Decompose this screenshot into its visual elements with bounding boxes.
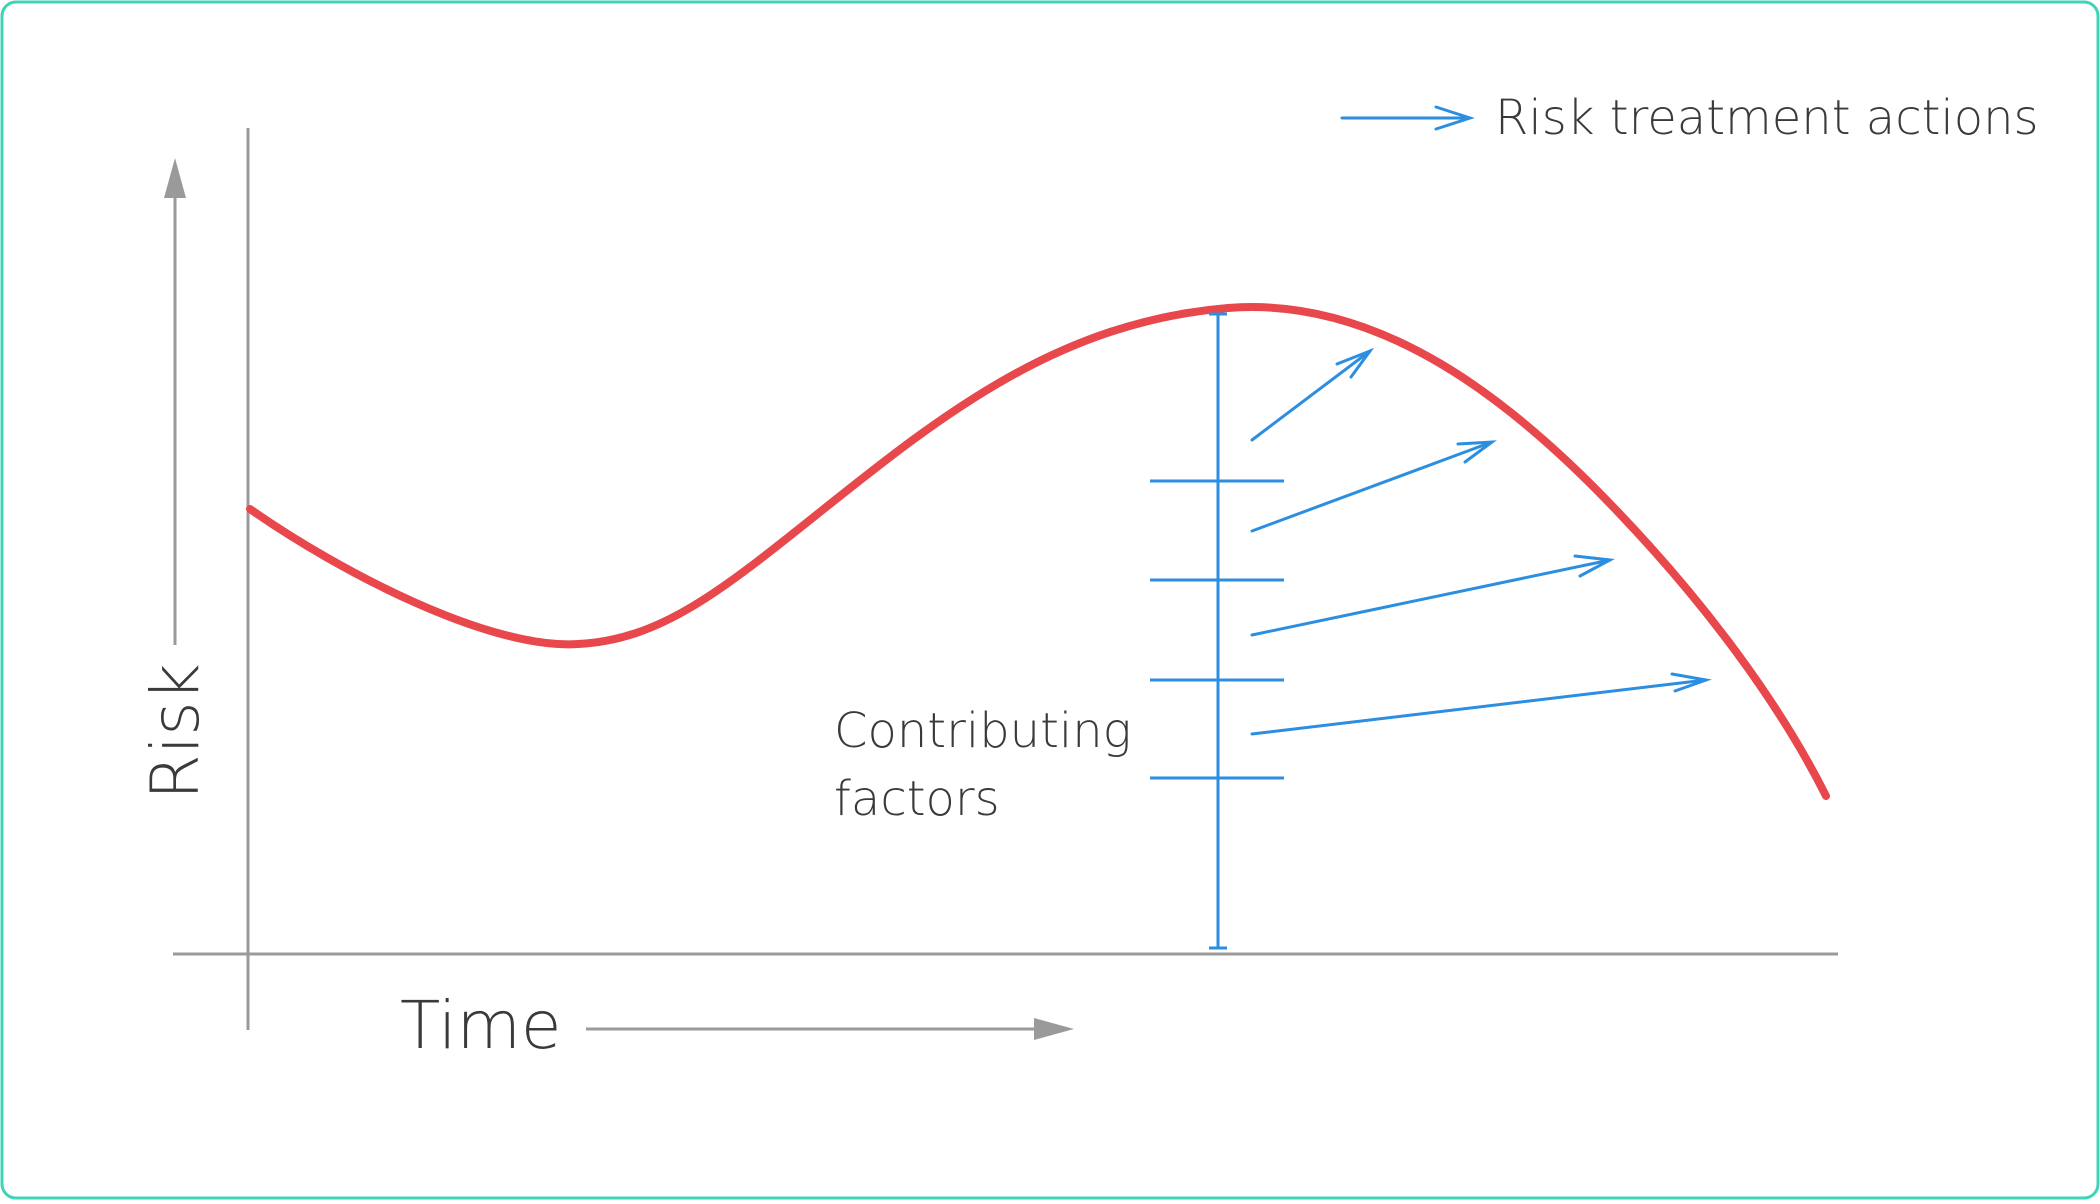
arrowhead-icon bbox=[1670, 672, 1712, 693]
right-arrow-icon bbox=[1434, 105, 1475, 131]
contributing-factors-label: Contributing factors bbox=[834, 703, 1147, 827]
arrowhead-icon bbox=[1573, 554, 1615, 578]
legend-arrow bbox=[1340, 105, 1475, 131]
contributing-factors-bar bbox=[1150, 312, 1284, 950]
treatment-action-arrow bbox=[1250, 440, 1497, 533]
legend-label: Risk treatment actions bbox=[1495, 90, 2039, 146]
annotation-line-1: Contributing bbox=[834, 703, 1131, 759]
y-axis-label: Risk bbox=[137, 663, 214, 800]
treatment-action-arrow bbox=[1250, 672, 1712, 736]
right-arrow-icon bbox=[1034, 1018, 1074, 1040]
annotation-line-2: factors bbox=[834, 771, 1000, 827]
treatment-action-arrow bbox=[1250, 554, 1615, 637]
treatment-action-arrow bbox=[1250, 347, 1375, 442]
arrowhead-icon bbox=[1456, 440, 1497, 464]
time-direction-arrow bbox=[586, 1018, 1074, 1040]
up-arrow-icon bbox=[164, 158, 186, 198]
x-axis-label: Time bbox=[400, 987, 562, 1064]
risk-curve bbox=[246, 303, 1830, 800]
legend: Risk treatment actions bbox=[1340, 90, 2039, 146]
arrowhead-icon bbox=[1335, 347, 1375, 379]
risk-direction-arrow bbox=[164, 158, 186, 645]
